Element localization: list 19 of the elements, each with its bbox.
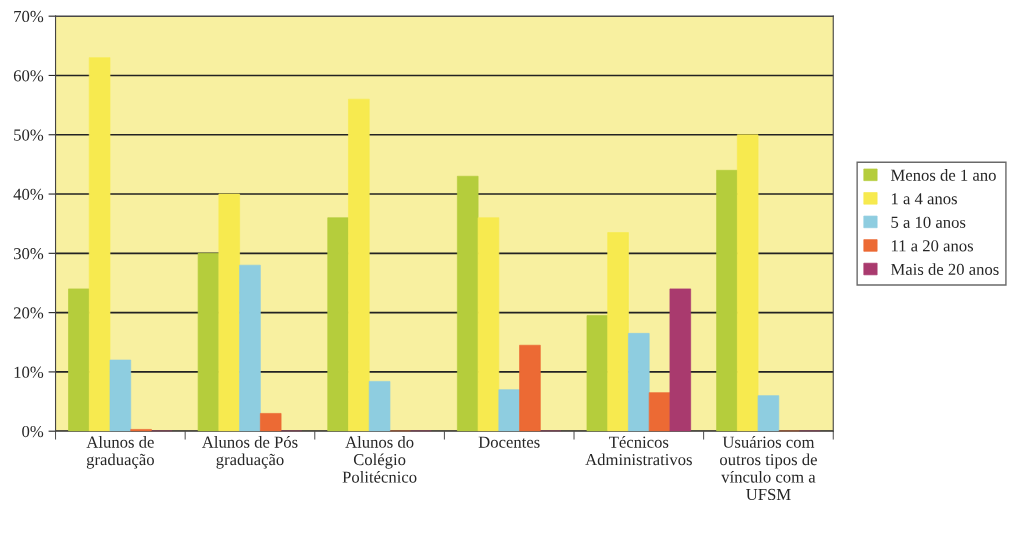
- y-tick-label: 0%: [22, 425, 44, 438]
- legend-label: 11 a 20 anos: [891, 240, 974, 252]
- y-tick-label: 40%: [13, 188, 44, 201]
- x-tick-label: Técnicos Administrativos: [585, 436, 692, 466]
- legend-label: 1 a 4 anos: [891, 193, 957, 205]
- legend-label: 5 a 10 anos: [891, 216, 966, 228]
- legend-label: Menos de 1 ano: [890, 169, 996, 181]
- x-tick-label: Alunos de Pós graduação: [201, 436, 298, 469]
- y-tick-label: 20%: [13, 307, 44, 319]
- x-tick-label: Alunos do Colégio Politécnico: [342, 436, 417, 483]
- y-tick-label: 60%: [13, 70, 44, 82]
- x-tick-label: Docentes: [478, 436, 540, 448]
- x-tick-label: Alunos de graduação: [86, 436, 154, 469]
- legend-label: Mais de 20 anos: [890, 263, 999, 276]
- y-tick-label: 10%: [14, 366, 44, 378]
- y-tick-label: 70%: [14, 10, 44, 23]
- y-tick-label: 30%: [13, 248, 44, 260]
- y-tick-label: 50%: [14, 129, 44, 141]
- x-tick-label: Usuários com outros tipos de vínculo com a UFSM: [720, 436, 817, 501]
